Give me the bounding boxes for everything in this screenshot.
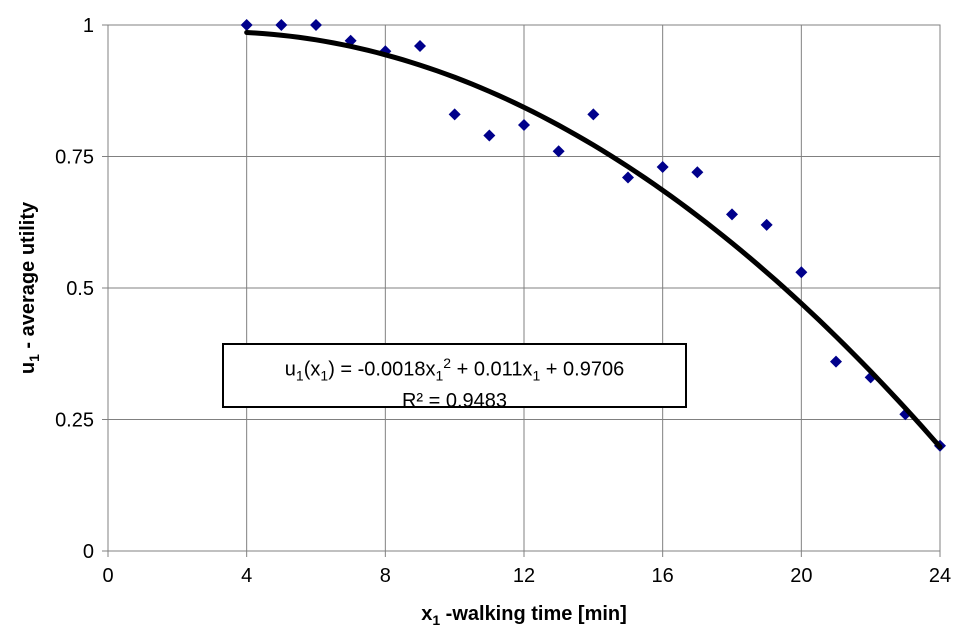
data-point	[448, 108, 461, 121]
data-point	[656, 161, 669, 174]
r-squared-line: R² = 0.9483	[401, 389, 508, 412]
data-point	[795, 266, 808, 279]
trendline-equation-box: u1(x1) = -0.0018x12 + 0.011x1 + 0.9706 R…	[222, 343, 687, 412]
data-point	[414, 40, 426, 53]
data-point	[483, 129, 496, 142]
data-point	[691, 166, 704, 179]
data-point	[830, 355, 842, 368]
x-axis-ticks: 0 4 8 12 16 20 24	[102, 551, 951, 587]
x-tick-label: 4	[241, 565, 252, 587]
x-tick-label: 12	[513, 565, 535, 587]
x-tick-label: 16	[652, 565, 674, 587]
data-point	[760, 218, 773, 231]
x-tick-label: 8	[380, 565, 391, 587]
data-point	[552, 145, 565, 158]
data-point	[275, 19, 288, 31]
trendline	[244, 29, 943, 450]
equation-line: u1(x1) = -0.0018x12 + 0.011x1 + 0.9706	[284, 355, 625, 384]
x-tick-label: 20	[790, 565, 812, 587]
data-point	[240, 19, 253, 31]
y-tick-label: 0.5	[66, 278, 94, 300]
y-tick-label: 0.25	[55, 410, 94, 432]
data-point	[622, 171, 634, 184]
data-point	[518, 118, 530, 131]
data-points	[240, 19, 946, 452]
data-point	[310, 19, 322, 31]
y-tick-label: 0.75	[55, 147, 94, 169]
y-axis-ticks: 0 0.25 0.5 0.75 1	[55, 15, 108, 563]
y-tick-label: 0	[83, 541, 94, 563]
y-tick-label: 1	[83, 15, 94, 37]
x-tick-label: 24	[929, 565, 951, 587]
y-axis-title: u1 - average utility	[17, 201, 42, 374]
x-tick-label: 0	[102, 565, 113, 587]
x-axis-title: x1 -walking time [min]	[421, 603, 627, 628]
data-point	[587, 108, 600, 121]
data-point	[726, 208, 738, 221]
